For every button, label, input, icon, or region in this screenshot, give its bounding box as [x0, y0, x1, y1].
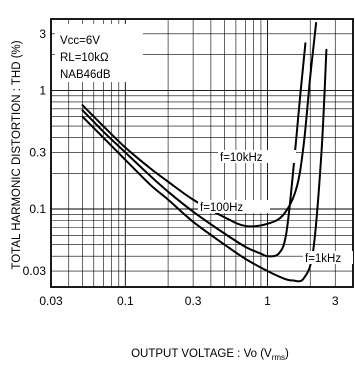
y-tick-label-4: 3 — [39, 27, 46, 41]
series-label-1khz: f=1kHz — [305, 253, 341, 265]
y-tick-label-1: 0.1 — [29, 202, 46, 216]
x-axis-label-sub: rms — [272, 353, 285, 362]
x-axis-label: OUTPUT VOLTAGE : Vo (Vrms) — [131, 348, 289, 362]
y-axis-label: TOTAL HARMONIC DISTORTION : THD (%) — [11, 40, 23, 269]
tick-labels: 0.03 0.1 0.3 1 3 0.03 0.1 0.3 1 3 — [23, 27, 339, 308]
conditions-box — [55, 24, 143, 82]
y-tick-label-2: 0.3 — [29, 145, 46, 159]
condition-vcc: Vcc=6V — [60, 35, 100, 47]
condition-rl: RL=10kΩ — [60, 52, 109, 64]
y-tick-label-0: 0.03 — [23, 264, 47, 278]
curve-10khz — [81, 22, 318, 228]
series-label-bg-100 — [198, 200, 270, 213]
x-tick-label-1: 0.1 — [117, 294, 134, 308]
x-tick-label-4: 3 — [332, 294, 339, 308]
x-axis-label-close: ) — [285, 348, 289, 360]
condition-nab: NAB46dB — [60, 69, 111, 81]
series-label-100hz: f=100Hz — [200, 202, 243, 214]
curve-1khz — [81, 48, 328, 283]
x-tick-label-0: 0.03 — [39, 294, 63, 308]
series-label-10khz: f=10kHz — [220, 152, 263, 164]
plot-frame — [50, 18, 354, 288]
curve-100hz — [81, 42, 307, 258]
curves — [81, 22, 328, 283]
y-tick-label-3: 1 — [39, 83, 46, 97]
series-labels: f=10kHz f=100Hz f=1kHz — [198, 150, 353, 265]
series-label-bg-1k — [303, 251, 353, 264]
series-label-bg-10k — [218, 150, 296, 163]
x-tick-label-3: 1 — [264, 294, 271, 308]
x-tick-label-2: 0.3 — [185, 294, 202, 308]
x-axis-label-main: OUTPUT VOLTAGE : Vo (V — [131, 348, 272, 360]
